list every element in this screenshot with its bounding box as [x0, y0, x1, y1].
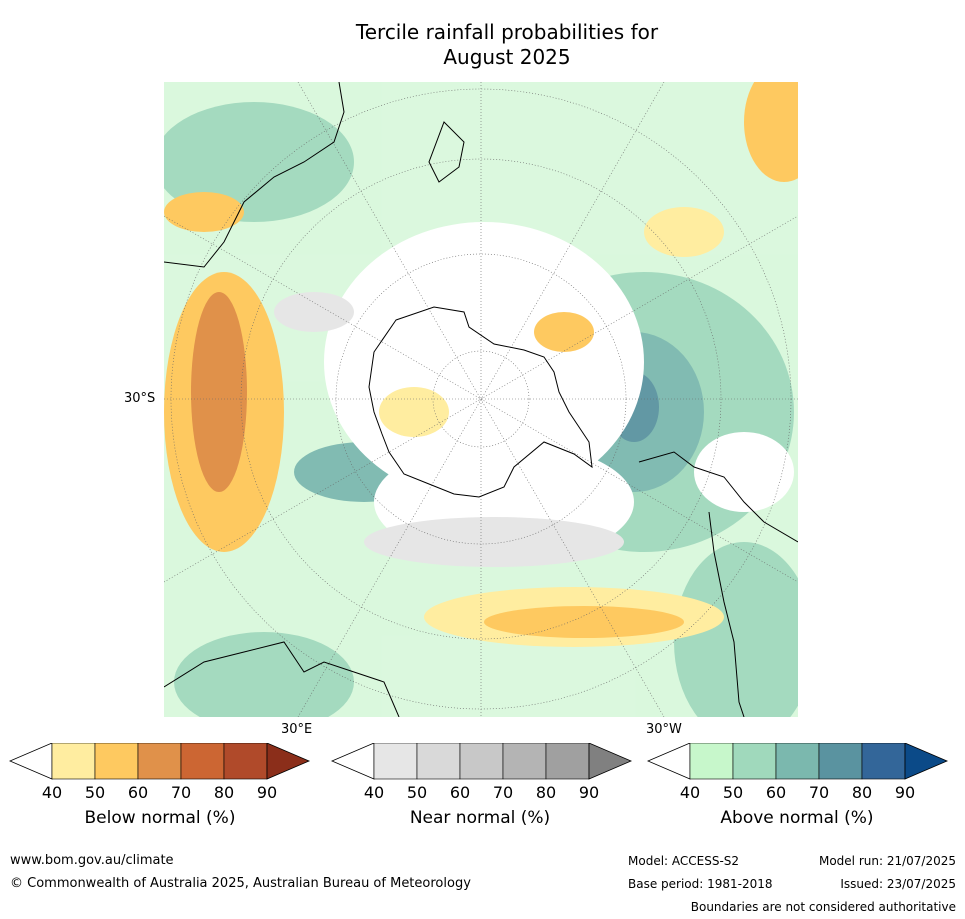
above-swatch-4: [819, 743, 862, 779]
below-tick: 90: [257, 783, 277, 802]
above-tick: 60: [766, 783, 786, 802]
below-tick: 60: [128, 783, 148, 802]
above-arrow-right: [905, 743, 947, 779]
near-label: Near normal (%): [380, 808, 580, 828]
below-label: Below normal (%): [60, 808, 260, 828]
map-title: Tercile rainfall probabilities for Augus…: [0, 20, 965, 70]
probability-map: [164, 82, 798, 717]
above-swatch-2: [733, 743, 776, 779]
near-tick: 60: [450, 783, 470, 802]
near-normal-colorbar: [330, 743, 635, 783]
below-normal-colorbar: [8, 743, 313, 783]
footer-model: Model: ACCESS-S2: [628, 854, 739, 868]
near-swatch-2: [417, 743, 460, 779]
below-swatch-1: [52, 743, 95, 779]
footer-model-run: Model run: 21/07/2025: [819, 854, 956, 868]
footer-url: www.bom.gov.au/climate: [10, 853, 174, 868]
above-normal-colorbar: [646, 743, 951, 783]
title-line-2: August 2025: [0, 45, 965, 70]
below-swatch-4: [181, 743, 224, 779]
lat-label-30s: 30°S: [124, 391, 155, 406]
below-swatch-3: [138, 743, 181, 779]
title-line-1: Tercile rainfall probabilities for: [0, 20, 965, 45]
below-swatch-2: [95, 743, 138, 779]
near-tick: 90: [579, 783, 599, 802]
above-tick: 50: [723, 783, 743, 802]
footer-base-period: Base period: 1981-2018: [628, 877, 773, 891]
above-swatch-3: [776, 743, 819, 779]
near-arrow-left: [332, 743, 374, 779]
footer-disclaimer: Boundaries are not considered authoritat…: [691, 900, 956, 914]
near-tick: 80: [536, 783, 556, 802]
above-tick: 40: [680, 783, 700, 802]
near-tick: 70: [493, 783, 513, 802]
above-tick: 80: [852, 783, 872, 802]
near-tick: 40: [364, 783, 384, 802]
below-swatch-5: [224, 743, 267, 779]
near-arrow-right: [589, 743, 631, 779]
near-tick: 50: [407, 783, 427, 802]
above-swatch-1: [690, 743, 733, 779]
near-swatch-4: [503, 743, 546, 779]
below-tick: 50: [85, 783, 105, 802]
above-label: Above normal (%): [697, 808, 897, 828]
above-tick: 90: [895, 783, 915, 802]
below-arrow-right: [267, 743, 309, 779]
below-tick: 80: [214, 783, 234, 802]
footer-issued: Issued: 23/07/2025: [840, 877, 956, 891]
above-swatch-5: [862, 743, 905, 779]
near-swatch-3: [460, 743, 503, 779]
below-tick: 40: [42, 783, 62, 802]
near-swatch-1: [374, 743, 417, 779]
below-tick: 70: [171, 783, 191, 802]
footer-copyright: © Commonwealth of Australia 2025, Austra…: [10, 876, 471, 891]
lon-label-30w: 30°W: [646, 722, 682, 737]
above-arrow-left: [648, 743, 690, 779]
above-tick: 70: [809, 783, 829, 802]
near-swatch-5: [546, 743, 589, 779]
map-svg: [164, 82, 798, 717]
below-arrow-left: [10, 743, 52, 779]
lon-label-30e: 30°E: [281, 722, 312, 737]
